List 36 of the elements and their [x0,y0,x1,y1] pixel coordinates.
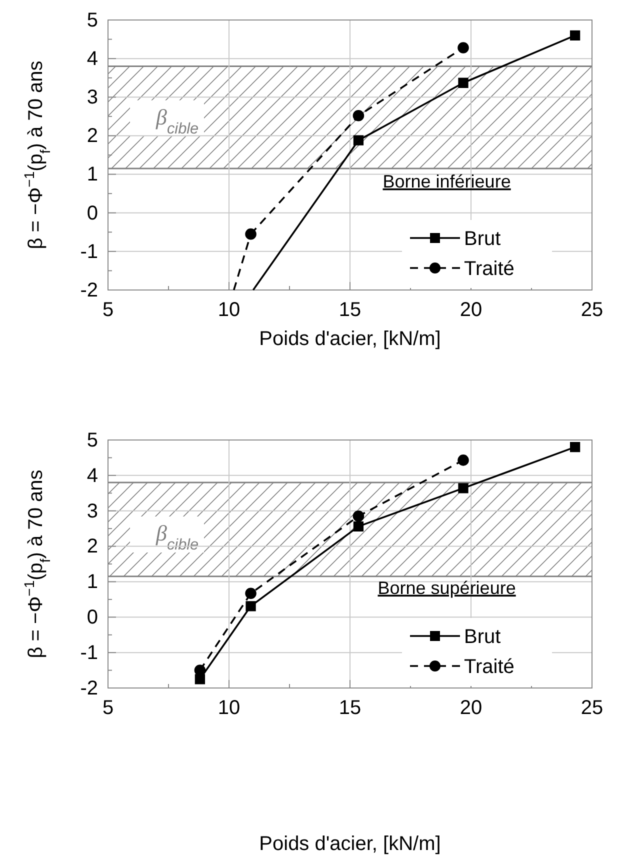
y-tick-label: 4 [86,464,98,487]
y-tick-label: 2 [86,536,98,558]
x-tick-label: 20 [460,299,482,322]
y-tick-label: -2 [80,677,98,700]
x-tick-label: 25 [580,299,604,322]
x-tick-label: 10 [218,697,240,720]
x-tick-label: 15 [338,299,362,322]
y-tick-label: 2 [86,125,98,148]
y-tick-label: 5 [86,9,98,32]
y-tick-label: -2 [80,279,98,302]
legend-label: Traité [464,258,514,280]
y-tick-label: 4 [86,48,98,70]
x-tick-label: 15 [338,697,362,720]
y-tick-label: 3 [86,500,98,522]
annotation: Borne supérieure [378,578,516,598]
y-tick-label: 0 [86,202,98,224]
y-tick-label: 0 [86,606,98,629]
y-tick-label: 1 [86,164,98,186]
annotation: Borne inférieure [382,171,511,192]
y-tick-label: 1 [86,571,98,594]
y-tick-label: -1 [80,240,98,263]
x-axis-title: Poids d'acier, [kN/m] [259,833,441,855]
x-axis-title: Poids d'acier, [kN/m] [259,328,441,350]
x-tick-label: 20 [460,697,482,720]
band-label: β$_{cible}$ [155,520,199,554]
x-tick-label: 25 [580,697,604,720]
legend-label: Traité [464,656,514,678]
x-tick-label: 10 [218,299,240,322]
y-tick-label: -1 [80,642,98,664]
legend-label: Brut [464,626,502,648]
x-tick-label: 5 [102,697,114,720]
x-tick-label: 5 [102,299,114,322]
band-label: β$_{cible}$ [155,104,199,137]
y-tick-label: 5 [86,429,98,452]
y-tick-label: 3 [86,86,98,109]
legend-label: Brut [464,228,502,250]
